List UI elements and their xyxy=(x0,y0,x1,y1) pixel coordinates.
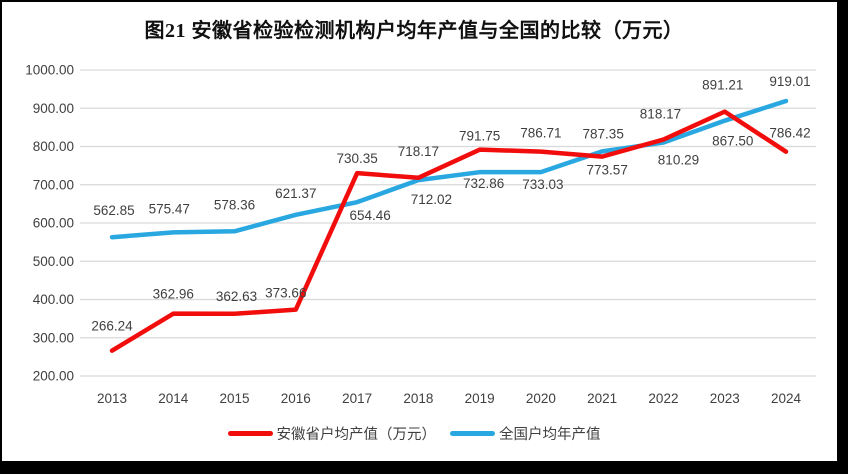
legend-item-anhui: 安徽省户均产值（万元） xyxy=(227,423,437,444)
x-tick-label: 2014 xyxy=(158,391,189,406)
chart-title: 图21 安徽省检验检测机构户均年产值与全国的比较（万元） xyxy=(144,20,684,42)
data-label-anhui: 730.35 xyxy=(336,151,377,166)
y-tick-label: 800.00 xyxy=(33,139,74,154)
data-label-anhui: 266.24 xyxy=(91,319,133,334)
legend-swatch-national xyxy=(450,430,495,436)
data-label-national: 867.50 xyxy=(712,134,753,149)
data-label-national: 733.03 xyxy=(522,177,563,192)
x-tick-label: 2023 xyxy=(710,391,740,406)
x-tick-label: 2021 xyxy=(587,391,617,406)
legend-swatch-anhui xyxy=(227,430,273,436)
frame-border-right xyxy=(837,0,848,474)
data-label-anhui: 373.66 xyxy=(265,286,306,301)
x-tick-label: 2019 xyxy=(465,391,495,406)
legend-label-national: 全国户均年产值 xyxy=(499,426,601,443)
chart-legend: 安徽省户均产值（万元） 全国户均年产值 xyxy=(0,423,828,444)
x-tick-label: 2015 xyxy=(220,391,250,406)
data-label-anhui: 773.57 xyxy=(587,163,628,178)
data-label-national: 732.86 xyxy=(463,176,504,191)
data-label-anhui: 362.96 xyxy=(153,287,194,302)
data-label-anhui: 718.17 xyxy=(398,144,439,159)
series-line-anhui xyxy=(109,109,789,353)
x-tick-label: 2024 xyxy=(771,391,802,406)
data-label-national: 654.46 xyxy=(349,208,390,223)
data-label-national: 562.85 xyxy=(93,203,134,218)
data-label-anhui: 362.63 xyxy=(216,289,257,304)
frame-border-left xyxy=(0,0,2,474)
series-line-national xyxy=(109,98,789,240)
frame-border-top xyxy=(0,0,848,2)
x-tick-label: 2022 xyxy=(648,391,678,406)
x-tick-label: 2018 xyxy=(403,391,433,406)
x-tick-label: 2016 xyxy=(281,391,311,406)
data-label-anhui: 786.42 xyxy=(769,126,810,141)
x-tick-label: 2013 xyxy=(97,391,127,406)
data-label-national: 810.29 xyxy=(658,153,699,168)
y-tick-label: 200.00 xyxy=(33,369,74,384)
data-label-national: 575.47 xyxy=(149,201,190,216)
data-label-anhui: 791.75 xyxy=(459,129,500,144)
data-label-national: 919.01 xyxy=(769,74,810,89)
data-label-national: 712.02 xyxy=(411,192,452,207)
y-tick-label: 1000.00 xyxy=(25,63,74,78)
frame-border-bottom xyxy=(0,461,848,474)
x-tick-label: 2020 xyxy=(526,391,556,406)
y-tick-label: 600.00 xyxy=(33,216,74,231)
legend-item-national: 全国户均年产值 xyxy=(450,423,601,444)
y-tick-label: 500.00 xyxy=(33,254,74,269)
data-label-national: 621.37 xyxy=(275,186,316,201)
data-label-anhui: 891.21 xyxy=(702,78,743,93)
legend-label-anhui: 安徽省户均产值（万元） xyxy=(276,426,437,443)
x-tick-label: 2017 xyxy=(342,391,372,406)
data-label-anhui: 818.17 xyxy=(640,107,681,122)
y-tick-label: 300.00 xyxy=(33,330,74,345)
y-tick-label: 400.00 xyxy=(33,292,74,307)
data-label-national: 578.36 xyxy=(214,197,255,212)
data-label-anhui: 786.71 xyxy=(520,126,561,141)
y-tick-label: 700.00 xyxy=(33,177,74,192)
y-tick-label: 900.00 xyxy=(33,101,74,116)
data-label-national: 787.35 xyxy=(583,126,624,141)
